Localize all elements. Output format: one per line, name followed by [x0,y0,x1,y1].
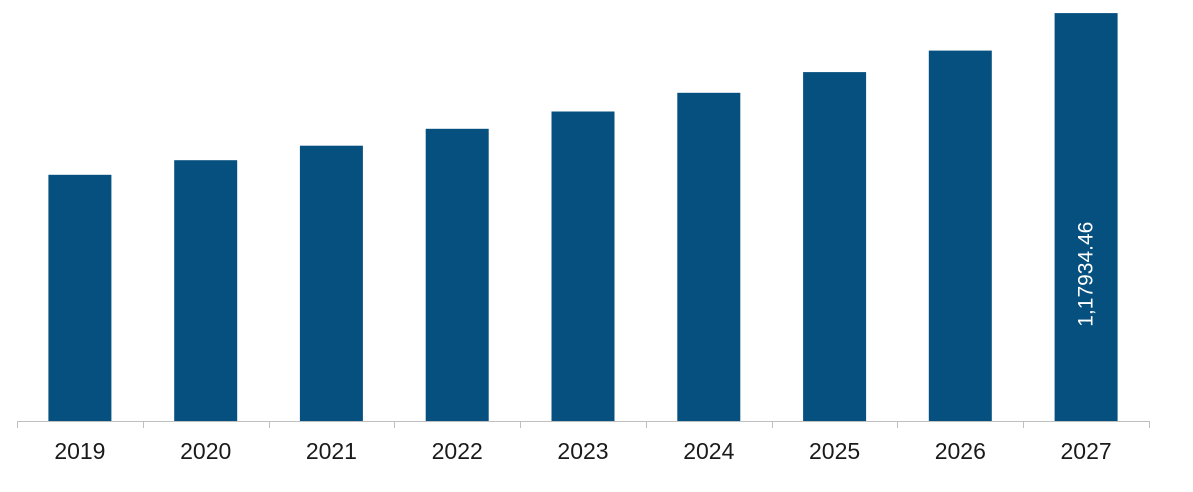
x-tick-label: 2027 [1061,438,1112,464]
bar-2026 [928,50,992,421]
x-tick-label: 2026 [935,438,986,464]
data-labels-group: 1,17934.46 [1075,222,1098,327]
x-tick-label: 2022 [432,438,483,464]
data-label: 1,17934.46 [1075,222,1098,327]
x-tick-label: 2024 [683,438,734,464]
bar-2019 [48,174,112,421]
bar-2021 [299,145,363,421]
x-axis-ticks [17,421,1150,428]
x-tick-label: 2021 [306,438,357,464]
x-tick-label: 2025 [809,438,860,464]
bar-2025 [803,72,867,421]
x-tick-label: 2023 [557,438,608,464]
bar-2027 [1054,13,1118,421]
x-axis: 2019 2020 2021 2022 2023 2024 2025 2026 2027 [17,421,1150,464]
x-tick-label: 2019 [54,438,105,464]
bar-2024 [677,92,741,422]
x-tick-label: 2020 [180,438,231,464]
bars-group [48,13,1118,422]
bar-2023 [551,111,615,421]
bar-2022 [425,128,489,422]
bar-2020 [174,160,238,421]
x-axis-labels: 2019 2020 2021 2022 2023 2024 2025 2026 2027 [54,438,1111,464]
